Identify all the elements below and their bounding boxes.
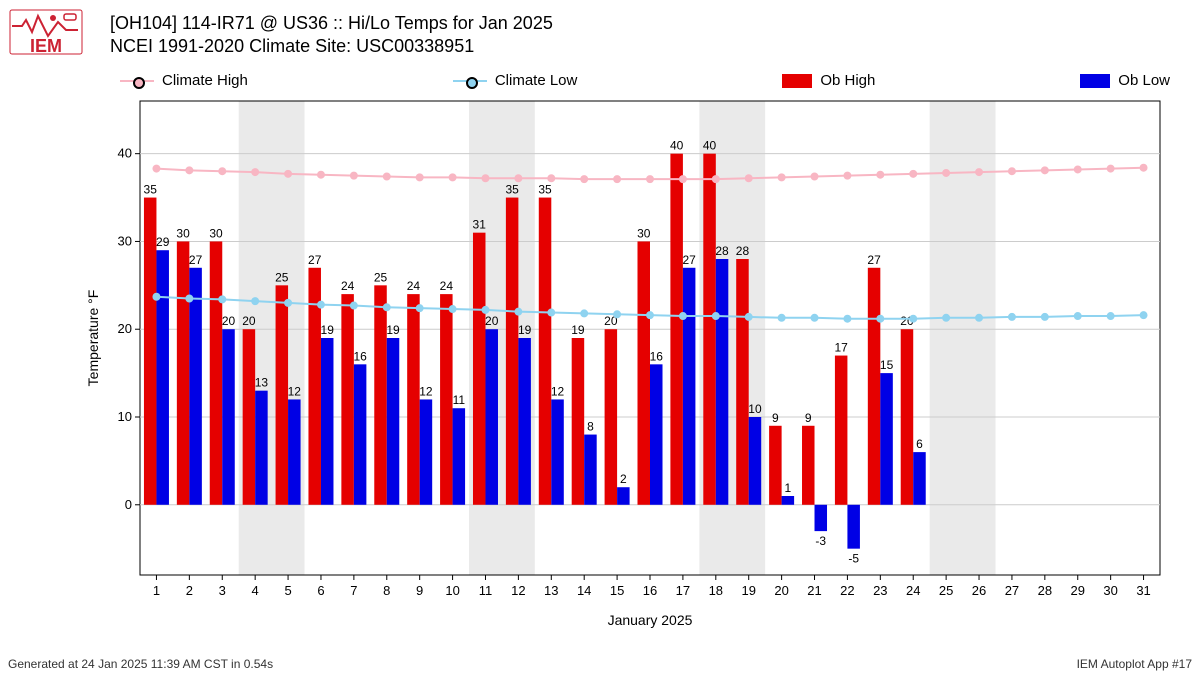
svg-text:4: 4 bbox=[252, 583, 259, 598]
svg-text:27: 27 bbox=[1005, 583, 1019, 598]
svg-text:19: 19 bbox=[386, 323, 400, 337]
svg-text:31: 31 bbox=[473, 218, 487, 232]
svg-text:24: 24 bbox=[341, 279, 355, 293]
svg-text:Temperature °F: Temperature °F bbox=[85, 290, 101, 387]
svg-text:14: 14 bbox=[577, 583, 591, 598]
svg-text:1: 1 bbox=[785, 481, 792, 495]
title-line-1: [OH104] 114-IR71 @ US36 :: Hi/Lo Temps f… bbox=[110, 12, 553, 35]
svg-text:27: 27 bbox=[682, 253, 696, 267]
svg-text:16: 16 bbox=[650, 349, 664, 363]
svg-text:9: 9 bbox=[772, 411, 779, 425]
chart-title: [OH104] 114-IR71 @ US36 :: Hi/Lo Temps f… bbox=[110, 12, 553, 57]
svg-text:30: 30 bbox=[1103, 583, 1117, 598]
svg-text:16: 16 bbox=[643, 583, 657, 598]
svg-text:12: 12 bbox=[511, 583, 525, 598]
svg-text:21: 21 bbox=[807, 583, 821, 598]
svg-text:20: 20 bbox=[118, 321, 132, 336]
svg-text:IEM: IEM bbox=[30, 36, 62, 56]
svg-text:22: 22 bbox=[840, 583, 854, 598]
svg-text:12: 12 bbox=[419, 384, 433, 398]
svg-text:12: 12 bbox=[551, 384, 565, 398]
svg-text:27: 27 bbox=[867, 253, 881, 267]
svg-text:17: 17 bbox=[676, 583, 690, 598]
svg-text:20: 20 bbox=[222, 314, 236, 328]
svg-text:7: 7 bbox=[350, 583, 357, 598]
svg-text:10: 10 bbox=[748, 402, 762, 416]
svg-text:23: 23 bbox=[873, 583, 887, 598]
svg-text:28: 28 bbox=[715, 244, 729, 258]
svg-text:19: 19 bbox=[518, 323, 532, 337]
svg-text:29: 29 bbox=[1071, 583, 1085, 598]
svg-text:15: 15 bbox=[880, 358, 894, 372]
svg-text:-5: -5 bbox=[848, 552, 859, 566]
svg-text:0: 0 bbox=[125, 497, 132, 512]
svg-text:13: 13 bbox=[544, 583, 558, 598]
svg-text:24: 24 bbox=[440, 279, 454, 293]
svg-text:30: 30 bbox=[637, 226, 651, 240]
svg-text:24: 24 bbox=[906, 583, 920, 598]
svg-text:15: 15 bbox=[610, 583, 624, 598]
svg-text:11: 11 bbox=[453, 393, 466, 407]
svg-text:25: 25 bbox=[374, 270, 388, 284]
legend-ob-low: Ob Low bbox=[1080, 72, 1170, 89]
svg-text:13: 13 bbox=[255, 376, 269, 390]
svg-text:2: 2 bbox=[186, 583, 193, 598]
legend-climate-high: Climate High bbox=[120, 72, 248, 89]
svg-text:25: 25 bbox=[939, 583, 953, 598]
svg-text:6: 6 bbox=[916, 437, 923, 451]
chart-legend: Climate High Climate Low Ob High Ob Low bbox=[80, 70, 1180, 95]
svg-text:19: 19 bbox=[741, 583, 755, 598]
svg-text:27: 27 bbox=[189, 253, 203, 267]
svg-text:-3: -3 bbox=[815, 534, 826, 548]
svg-text:40: 40 bbox=[703, 139, 717, 153]
svg-text:8: 8 bbox=[383, 583, 390, 598]
svg-text:18: 18 bbox=[709, 583, 723, 598]
svg-text:35: 35 bbox=[144, 183, 158, 197]
svg-text:25: 25 bbox=[275, 270, 289, 284]
svg-text:20: 20 bbox=[485, 314, 499, 328]
svg-text:26: 26 bbox=[972, 583, 986, 598]
svg-text:35: 35 bbox=[505, 183, 519, 197]
svg-text:10: 10 bbox=[445, 583, 459, 598]
svg-text:27: 27 bbox=[308, 253, 322, 267]
svg-text:30: 30 bbox=[118, 233, 132, 248]
svg-text:9: 9 bbox=[805, 411, 812, 425]
chart-svg: 0102030401234567891011121314151617181920… bbox=[80, 95, 1180, 635]
legend-climate-low: Climate Low bbox=[453, 72, 578, 89]
svg-text:17: 17 bbox=[834, 341, 848, 355]
svg-text:30: 30 bbox=[176, 226, 190, 240]
svg-text:29: 29 bbox=[156, 235, 170, 249]
svg-text:30: 30 bbox=[209, 226, 223, 240]
legend-ob-high: Ob High bbox=[782, 72, 875, 89]
svg-text:19: 19 bbox=[321, 323, 335, 337]
svg-text:9: 9 bbox=[416, 583, 423, 598]
svg-text:28: 28 bbox=[736, 244, 750, 258]
svg-text:19: 19 bbox=[571, 323, 585, 337]
footer-generated: Generated at 24 Jan 2025 11:39 AM CST in… bbox=[8, 657, 273, 671]
svg-text:12: 12 bbox=[288, 384, 302, 398]
footer-appid: IEM Autoplot App #17 bbox=[1077, 657, 1192, 671]
svg-text:20: 20 bbox=[774, 583, 788, 598]
svg-text:6: 6 bbox=[317, 583, 324, 598]
temperature-chart: Climate High Climate Low Ob High Ob Low … bbox=[80, 70, 1180, 640]
svg-text:35: 35 bbox=[538, 183, 552, 197]
svg-text:January 2025: January 2025 bbox=[608, 612, 693, 628]
svg-text:2: 2 bbox=[620, 472, 627, 486]
svg-text:28: 28 bbox=[1038, 583, 1052, 598]
svg-text:11: 11 bbox=[479, 583, 493, 598]
svg-text:1: 1 bbox=[153, 583, 160, 598]
svg-text:24: 24 bbox=[407, 279, 421, 293]
svg-text:3: 3 bbox=[219, 583, 226, 598]
svg-text:31: 31 bbox=[1136, 583, 1150, 598]
svg-text:10: 10 bbox=[118, 409, 132, 424]
svg-text:16: 16 bbox=[353, 349, 367, 363]
svg-text:20: 20 bbox=[242, 314, 256, 328]
title-line-2: NCEI 1991-2020 Climate Site: USC00338951 bbox=[110, 35, 553, 58]
svg-text:40: 40 bbox=[118, 146, 132, 161]
svg-text:5: 5 bbox=[284, 583, 291, 598]
iem-logo: IEM bbox=[8, 8, 84, 56]
svg-text:8: 8 bbox=[587, 420, 594, 434]
svg-text:40: 40 bbox=[670, 139, 684, 153]
